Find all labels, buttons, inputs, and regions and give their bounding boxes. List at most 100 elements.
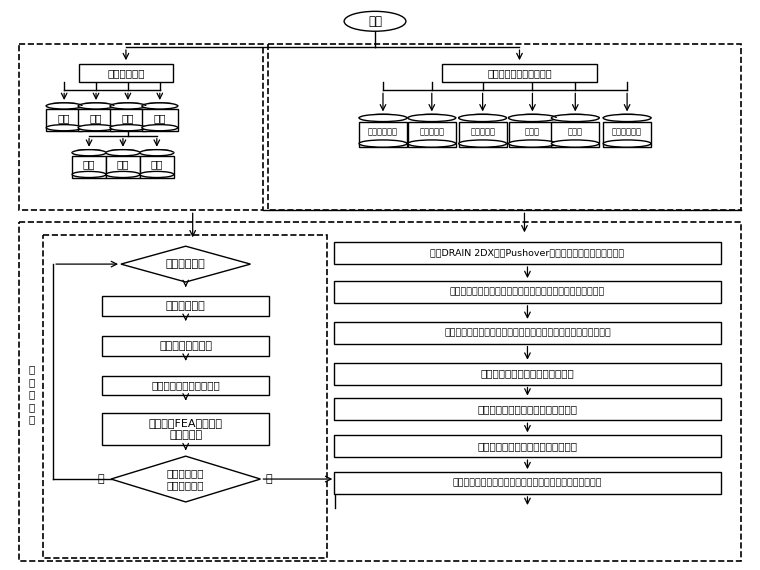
FancyBboxPatch shape bbox=[140, 156, 174, 177]
FancyBboxPatch shape bbox=[102, 336, 269, 356]
FancyBboxPatch shape bbox=[334, 281, 720, 303]
Text: 荷载: 荷载 bbox=[122, 113, 135, 123]
Text: 跨数: 跨数 bbox=[90, 113, 103, 123]
FancyBboxPatch shape bbox=[359, 121, 407, 147]
Ellipse shape bbox=[78, 125, 114, 131]
FancyBboxPatch shape bbox=[78, 64, 173, 83]
Text: 通过修正系数来考虑计算模型及地震荷载的随机性与不确定性影响: 通过修正系数来考虑计算模型及地震荷载的随机性与不确定性影响 bbox=[444, 328, 611, 337]
FancyBboxPatch shape bbox=[334, 322, 720, 344]
FancyBboxPatch shape bbox=[334, 398, 720, 420]
Text: 轮盘赌参数: 轮盘赌参数 bbox=[470, 127, 495, 136]
Ellipse shape bbox=[359, 140, 407, 147]
FancyBboxPatch shape bbox=[106, 150, 140, 153]
FancyBboxPatch shape bbox=[102, 376, 269, 396]
FancyBboxPatch shape bbox=[459, 115, 506, 118]
Text: 计算对应于不同破坏状态的失效概率: 计算对应于不同破坏状态的失效概率 bbox=[477, 404, 578, 414]
FancyBboxPatch shape bbox=[106, 156, 140, 177]
FancyBboxPatch shape bbox=[408, 115, 456, 118]
Text: 检查是否满足
规范约束要求: 检查是否满足 规范约束要求 bbox=[167, 468, 204, 490]
Ellipse shape bbox=[110, 103, 146, 109]
Text: 运用对数正态拟合小震与大震对应超越概率与最大层间位移角: 运用对数正态拟合小震与大震对应超越概率与最大层间位移角 bbox=[450, 287, 605, 296]
FancyBboxPatch shape bbox=[72, 150, 106, 153]
FancyBboxPatch shape bbox=[442, 64, 597, 83]
Ellipse shape bbox=[603, 140, 651, 147]
FancyBboxPatch shape bbox=[110, 103, 146, 106]
Ellipse shape bbox=[459, 115, 506, 121]
Text: 目标函数数量: 目标函数数量 bbox=[368, 127, 398, 136]
Text: 设计变量数: 设计变量数 bbox=[420, 127, 445, 136]
FancyBboxPatch shape bbox=[334, 242, 720, 264]
Ellipse shape bbox=[46, 125, 82, 131]
Ellipse shape bbox=[551, 140, 599, 147]
Ellipse shape bbox=[46, 103, 82, 109]
FancyBboxPatch shape bbox=[72, 156, 106, 177]
Text: 计算对应于不同破坏状态的损失期望: 计算对应于不同破坏状态的损失期望 bbox=[477, 441, 578, 451]
Ellipse shape bbox=[408, 115, 456, 121]
FancyBboxPatch shape bbox=[46, 109, 82, 131]
FancyBboxPatch shape bbox=[142, 109, 178, 131]
FancyBboxPatch shape bbox=[102, 296, 269, 316]
Text: 地震: 地震 bbox=[150, 160, 163, 169]
Polygon shape bbox=[111, 456, 261, 502]
FancyBboxPatch shape bbox=[459, 121, 506, 147]
FancyBboxPatch shape bbox=[551, 115, 599, 118]
Ellipse shape bbox=[408, 140, 456, 147]
Ellipse shape bbox=[459, 140, 506, 147]
FancyBboxPatch shape bbox=[102, 413, 269, 445]
Text: 计算对应于不同破坏状态的损失值: 计算对应于不同破坏状态的损失值 bbox=[480, 369, 575, 378]
Ellipse shape bbox=[551, 115, 599, 121]
Text: 活载: 活载 bbox=[117, 160, 129, 169]
Text: 恒载: 恒载 bbox=[83, 160, 95, 169]
FancyBboxPatch shape bbox=[551, 121, 599, 147]
FancyBboxPatch shape bbox=[334, 472, 720, 494]
Ellipse shape bbox=[140, 172, 174, 177]
Ellipse shape bbox=[508, 115, 556, 121]
FancyBboxPatch shape bbox=[603, 121, 651, 147]
FancyBboxPatch shape bbox=[508, 121, 556, 147]
Text: 调用DRAIN 2DX进行Pushover分析确定结构最大层间位移角: 调用DRAIN 2DX进行Pushover分析确定结构最大层间位移角 bbox=[430, 249, 625, 258]
Text: 运用弹性FEA计算结构
内力及变形: 运用弹性FEA计算结构 内力及变形 bbox=[149, 418, 223, 441]
FancyBboxPatch shape bbox=[78, 109, 114, 131]
FancyBboxPatch shape bbox=[46, 103, 82, 106]
Text: 针对初始种群: 针对初始种群 bbox=[166, 259, 206, 269]
Text: 定义竖向及水平荷载作用: 定义竖向及水平荷载作用 bbox=[151, 381, 220, 390]
FancyBboxPatch shape bbox=[142, 103, 178, 106]
Ellipse shape bbox=[72, 150, 106, 156]
Ellipse shape bbox=[78, 103, 114, 109]
Ellipse shape bbox=[359, 115, 407, 121]
Polygon shape bbox=[121, 246, 251, 282]
Text: 材料: 材料 bbox=[154, 113, 166, 123]
FancyBboxPatch shape bbox=[78, 103, 114, 106]
FancyBboxPatch shape bbox=[603, 115, 651, 118]
Text: 层数: 层数 bbox=[58, 113, 71, 123]
Text: 统计截面类型数量: 统计截面类型数量 bbox=[159, 341, 212, 351]
Text: 计算初始造价: 计算初始造价 bbox=[166, 301, 206, 311]
FancyBboxPatch shape bbox=[334, 435, 720, 457]
FancyBboxPatch shape bbox=[508, 115, 556, 118]
Ellipse shape bbox=[603, 115, 651, 121]
FancyBboxPatch shape bbox=[140, 150, 174, 153]
Ellipse shape bbox=[72, 172, 106, 177]
Ellipse shape bbox=[110, 125, 146, 131]
FancyBboxPatch shape bbox=[334, 363, 720, 385]
Text: 开始: 开始 bbox=[368, 15, 382, 28]
Text: 否: 否 bbox=[98, 474, 104, 484]
FancyBboxPatch shape bbox=[359, 115, 407, 118]
Text: 变异率: 变异率 bbox=[568, 127, 583, 136]
Ellipse shape bbox=[142, 125, 178, 131]
Text: 产生初始种群: 产生初始种群 bbox=[612, 127, 642, 136]
Ellipse shape bbox=[140, 150, 174, 156]
FancyBboxPatch shape bbox=[408, 121, 456, 147]
Ellipse shape bbox=[344, 11, 406, 31]
Text: 结构模型建立: 结构模型建立 bbox=[107, 68, 144, 78]
Text: 是: 是 bbox=[265, 474, 272, 484]
Ellipse shape bbox=[508, 140, 556, 147]
Text: 下
一
个
个
体: 下 一 个 个 体 bbox=[28, 365, 34, 424]
Ellipse shape bbox=[142, 103, 178, 109]
FancyBboxPatch shape bbox=[110, 109, 146, 131]
Text: 交叉率: 交叉率 bbox=[525, 127, 540, 136]
Text: 给出初始造价、损失期望、截面类型数量值及相关性能指标: 给出初始造价、损失期望、截面类型数量值及相关性能指标 bbox=[453, 479, 602, 487]
Text: 定义多目标遗传传法参数: 定义多目标遗传传法参数 bbox=[487, 68, 552, 78]
Ellipse shape bbox=[106, 172, 140, 177]
Ellipse shape bbox=[106, 150, 140, 156]
